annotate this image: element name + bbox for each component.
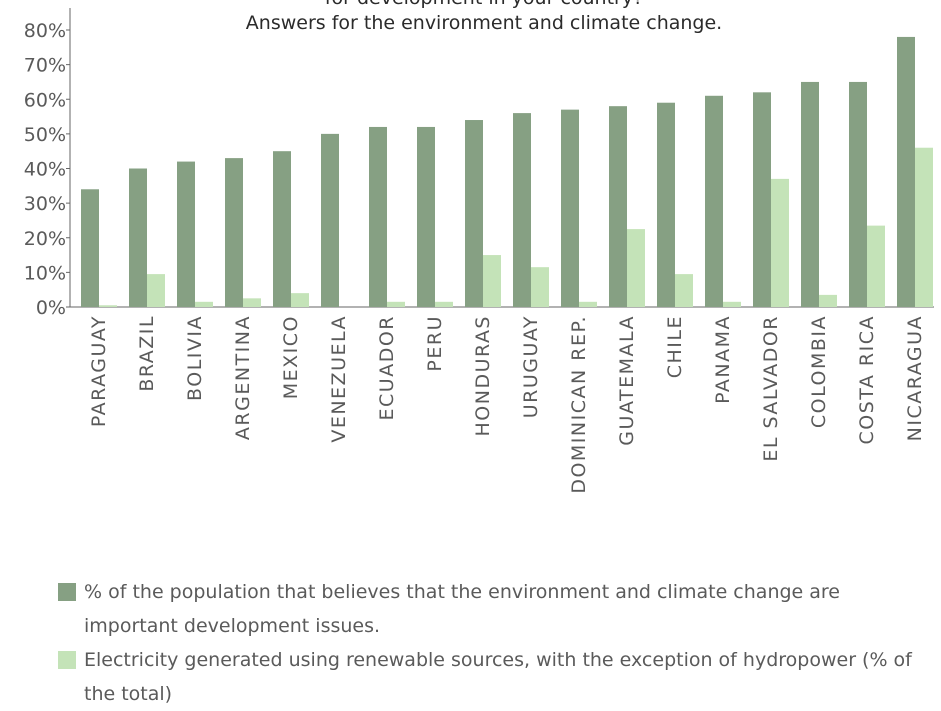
bar-renewables-el-salvador (771, 178, 789, 307)
bar-environment-bolivia (177, 161, 195, 307)
bar-renewables-dominican-rep- (579, 301, 597, 307)
legend-swatch-environment (58, 583, 76, 601)
bar-environment-uruguay (513, 113, 531, 307)
legend-label-environment: % of the population that believes that t… (84, 581, 841, 637)
y-tick-label: 80% (24, 20, 66, 42)
x-tick-label: PERU (424, 315, 446, 372)
x-tick-label: PARAGUAY (88, 315, 110, 427)
x-tick-label: NICARAGUA (904, 315, 926, 441)
bar-environment-dominican-rep- (561, 109, 579, 307)
x-tick-label: VENEZUELA (328, 315, 350, 443)
bar-environment-peru (417, 126, 435, 307)
x-tick-label: PANAMA (712, 315, 734, 404)
legend-label-renewables: Electricity generated using renewable so… (84, 649, 912, 705)
x-tick-label: BOLIVIA (184, 315, 206, 401)
bar-environment-paraguay (81, 189, 99, 307)
y-tick-label: 0% (36, 297, 66, 319)
bar-environment-costa-rica (849, 81, 867, 307)
chart-title-line-2: Answers for the environment and climate … (246, 12, 722, 34)
bar-renewables-colombia (819, 294, 837, 307)
x-tick-label: URUGUAY (520, 315, 542, 418)
bar-renewables-chile (675, 274, 693, 307)
bar-renewables-paraguay (99, 305, 117, 307)
bar-renewables-mexico (291, 293, 309, 307)
bar-renewables-uruguay (531, 267, 549, 307)
bar-renewables-argentina (243, 298, 261, 307)
bar-environment-argentina (225, 158, 243, 307)
legend-item-renewables: Electricity generated using renewable so… (58, 643, 928, 711)
x-tick-label: ECUADOR (376, 315, 398, 420)
bar-environment-brazil (129, 168, 147, 307)
y-tick-label: 20% (24, 228, 66, 250)
bar-environment-panama (705, 95, 723, 307)
x-tick-label: COSTA RICA (856, 315, 878, 445)
bar-environment-venezuela (321, 133, 339, 307)
x-tick-label: DOMINICAN REP. (568, 315, 590, 494)
bar-environment-colombia (801, 81, 819, 307)
y-tick-label: 60% (24, 89, 66, 111)
x-axis-labels: PARAGUAY BRAZIL BOLIVIA ARGENTINA MEXICO VENE… (88, 315, 926, 494)
bar-renewables-brazil (147, 274, 165, 307)
bar-environment-guatemala (609, 106, 627, 307)
legend-item-environment: % of the population that believes that t… (58, 575, 928, 643)
bar-renewables-bolivia (195, 301, 213, 307)
bars (81, 36, 933, 308)
x-tick-label: HONDURAS (472, 315, 494, 436)
bar-environment-el-salvador (753, 92, 771, 307)
x-tick-label: CHILE (664, 315, 686, 378)
bar-renewables-costa-rica (867, 225, 885, 307)
y-tick-label: 10% (24, 262, 66, 284)
x-tick-label: MEXICO (280, 315, 302, 399)
chart-title-line-1: for development in your country? (325, 0, 643, 9)
y-axis-ticks: 0% 10% 20% 30% 40% 50% 60% 70% 80% (24, 20, 70, 319)
legend-swatch-renewables (58, 651, 76, 669)
x-tick-label: COLOMBIA (808, 315, 830, 428)
y-tick-label: 30% (24, 193, 66, 215)
bar-renewables-peru (435, 301, 453, 307)
y-tick-label: 50% (24, 124, 66, 146)
bar-renewables-guatemala (627, 229, 645, 307)
legend: % of the population that believes that t… (58, 575, 928, 711)
y-tick-label: 40% (24, 159, 66, 181)
bar-environment-honduras (465, 120, 483, 308)
bar-chart: for development in your country? Answers… (24, 0, 934, 494)
bar-renewables-nicaragua (915, 147, 933, 307)
bar-environment-ecuador (369, 126, 387, 307)
x-tick-label: ARGENTINA (232, 315, 254, 440)
bar-environment-nicaragua (897, 36, 915, 308)
bar-renewables-panama (723, 301, 741, 307)
bar-environment-mexico (273, 151, 291, 307)
bar-renewables-honduras (483, 255, 501, 307)
bar-environment-chile (657, 102, 675, 308)
x-tick-label: GUATEMALA (616, 315, 638, 446)
y-tick-label: 70% (24, 55, 66, 77)
x-tick-label: BRAZIL (136, 315, 158, 392)
bar-renewables-ecuador (387, 301, 405, 307)
x-tick-label: EL SALVADOR (760, 315, 782, 462)
